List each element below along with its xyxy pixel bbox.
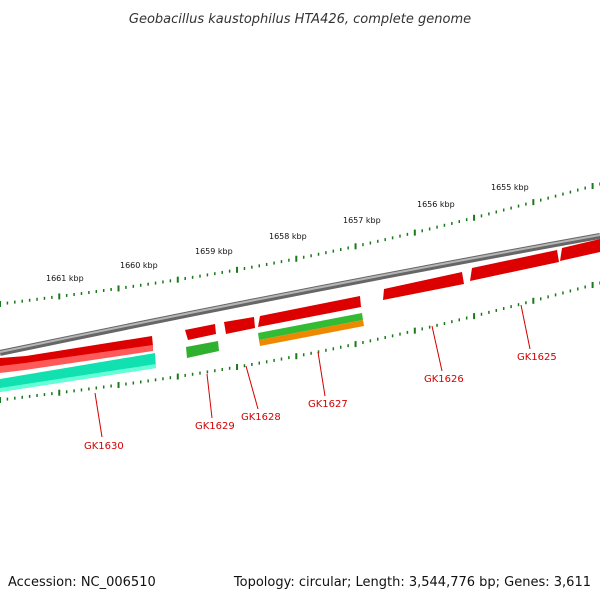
- reverse-strand-features: [0, 313, 364, 392]
- cyan-feature-shade: [0, 364, 156, 392]
- green-feature-gk1629[interactable]: [186, 341, 219, 358]
- gene-arrow-gk1626[interactable]: [383, 272, 464, 300]
- scale-label: 1659 kbp: [195, 247, 233, 256]
- gene-arrow-gk1627[interactable]: [258, 296, 361, 327]
- gene-leader-lines: [94, 304, 531, 438]
- gene-arrow-gk1630[interactable]: [0, 336, 153, 369]
- gene-arrow-gk1628[interactable]: [224, 317, 255, 334]
- genome-backbone-highlight: [0, 234, 600, 353]
- scale-label: 1657 kbp: [343, 216, 381, 225]
- outer-tick-ring: [0, 182, 600, 307]
- gene-label[interactable]: GK1627: [308, 399, 348, 410]
- scale-label: 1658 kbp: [269, 232, 307, 241]
- gene-arrow-gk1625[interactable]: [470, 250, 559, 281]
- accession-text: Accession: NC_006510: [8, 575, 156, 590]
- scale-label: 1655 kbp: [491, 183, 529, 192]
- orange-feature-gk1627[interactable]: [259, 320, 364, 346]
- gene-label[interactable]: GK1630: [84, 441, 124, 452]
- scale-label: 1660 kbp: [120, 261, 158, 270]
- gene-arrow-gk1630-shade: [0, 345, 153, 373]
- gene-arrow-gk1629[interactable]: [185, 324, 216, 340]
- gene-label[interactable]: GK1626: [424, 374, 464, 385]
- scale-label: 1656 kbp: [417, 200, 455, 209]
- scale-label: 1661 kbp: [46, 274, 84, 283]
- forward-strand-features: [0, 239, 600, 373]
- green-feature-gk1627[interactable]: [258, 313, 363, 340]
- gene-label[interactable]: GK1625: [517, 352, 557, 363]
- gene-label[interactable]: GK1628: [241, 412, 281, 423]
- gene-arrow-right-edge[interactable]: [560, 239, 600, 261]
- gene-label[interactable]: GK1629: [195, 421, 235, 432]
- inner-tick-ring: [0, 281, 600, 403]
- page-title: Geobacillus kaustophilus HTA426, complet…: [129, 12, 471, 27]
- genome-summary-text: Topology: circular; Length: 3,544,776 bp…: [233, 575, 591, 590]
